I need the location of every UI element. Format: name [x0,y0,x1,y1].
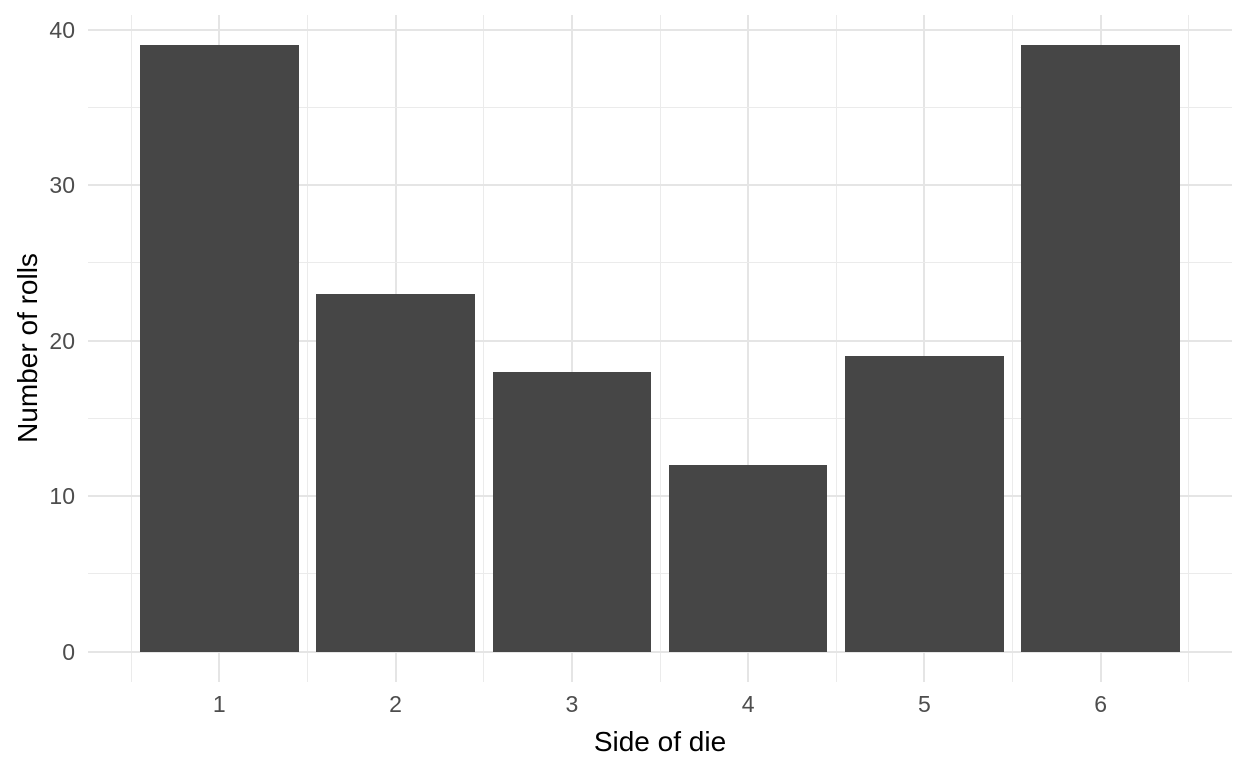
x-gridline-minor [483,15,485,682]
y-gridline-major [88,28,1232,31]
x-gridline-major [747,15,750,682]
y-gridline-minor [88,573,1232,575]
y-tick-label: 30 [49,172,75,199]
x-gridline-minor [1012,15,1014,682]
y-gridline-major [88,184,1232,187]
x-axis-title: Side of die [593,726,727,757]
x-gridline-major [570,15,573,682]
x-tick-label: 3 [565,691,579,717]
x-gridline-minor [306,15,308,682]
x-gridline-minor [659,15,661,682]
plot-panel [88,15,1232,682]
x-gridline-major [923,15,926,682]
y-tick-label: 40 [49,16,75,43]
y-gridline-minor [88,417,1232,419]
x-tick-label: 6 [1094,691,1108,717]
x-gridline-minor [835,15,837,682]
bar-side-3 [492,371,652,652]
y-gridline-major [88,339,1232,342]
y-gridline-minor [88,262,1232,264]
y-gridline-major [88,650,1232,653]
y-gridline-minor [88,107,1232,108]
x-tick-label: 1 [212,691,226,717]
y-gridline-major [88,495,1232,498]
x-tick-label: 5 [918,691,931,717]
bar-side-4 [668,465,828,652]
x-tick-label: 2 [389,691,402,717]
x-tick-label: 4 [741,691,755,717]
y-axis-title: Number of rolls [12,253,43,443]
x-gridline-minor [130,15,132,682]
bar-side-1 [140,45,299,652]
y-tick-label: 10 [49,483,75,510]
bar-side-2 [316,294,475,652]
x-gridline-minor [1188,15,1190,682]
bar-side-6 [1021,45,1180,652]
y-tick-label: 0 [62,638,75,665]
bar-side-5 [845,356,1004,652]
y-tick-label: 20 [49,327,75,354]
